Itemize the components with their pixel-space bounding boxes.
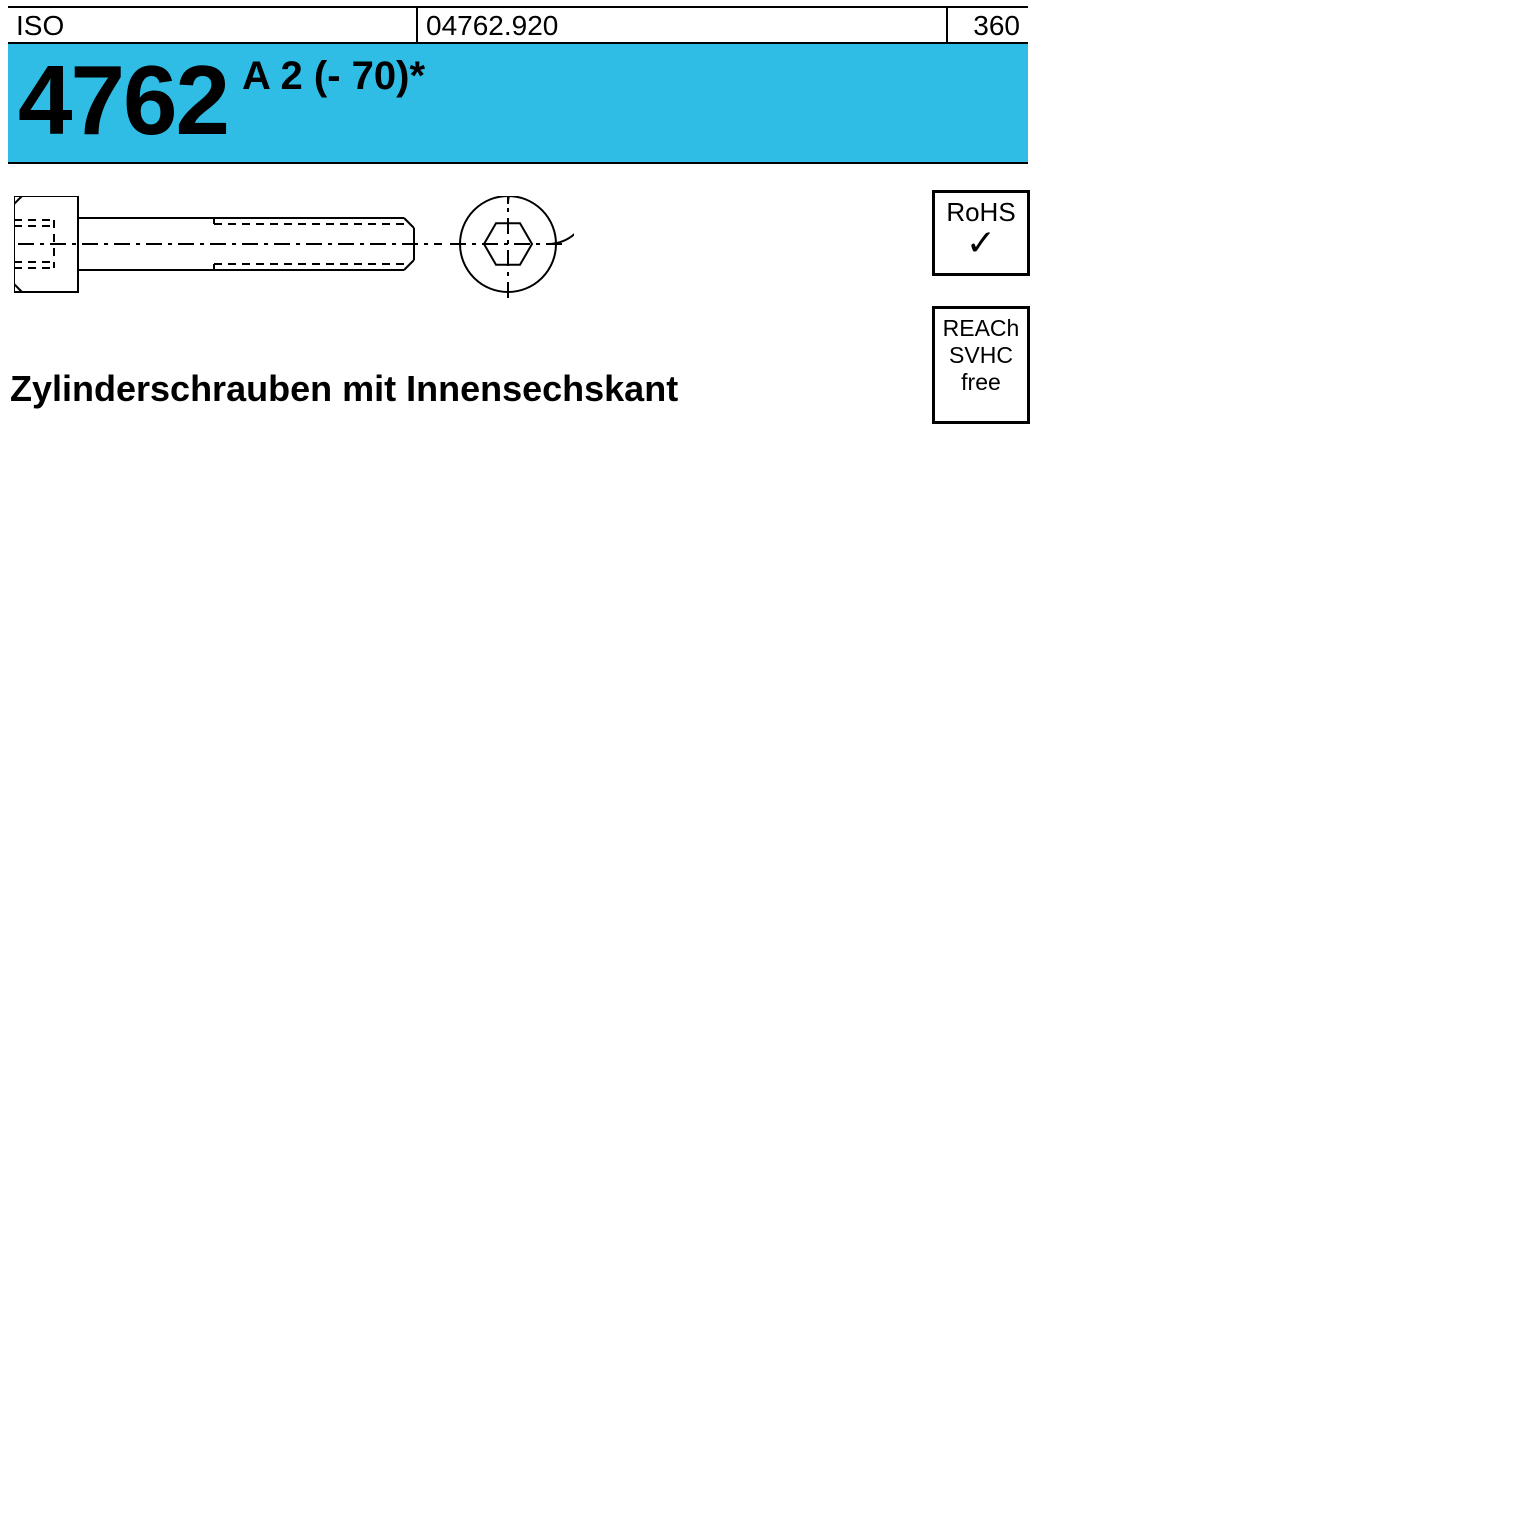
- standard-number: 4762: [8, 44, 238, 162]
- header-row: ISO 04762.920 360: [8, 8, 1028, 42]
- title-row: 4762 A 2 (- 70)*: [8, 42, 1028, 162]
- right-number: 360: [946, 8, 1028, 42]
- reach-badge: REACh SVHC free: [932, 306, 1030, 424]
- reach-line2: SVHC: [935, 342, 1027, 369]
- material-grade: A 2 (- 70)*: [238, 44, 1028, 162]
- reach-line3: free: [935, 369, 1027, 396]
- reach-line1: REACh: [935, 315, 1027, 342]
- spec-frame: ISO 04762.920 360 4762 A 2 (- 70)*: [8, 6, 1028, 164]
- product-description: Zylinderschrauben mit Innensechskant: [10, 368, 678, 410]
- check-icon: ✓: [935, 228, 1027, 258]
- rohs-badge: RoHS ✓: [932, 190, 1030, 276]
- iso-label: ISO: [8, 8, 416, 42]
- product-code: 04762.920: [416, 8, 946, 42]
- screw-diagram: [14, 196, 574, 306]
